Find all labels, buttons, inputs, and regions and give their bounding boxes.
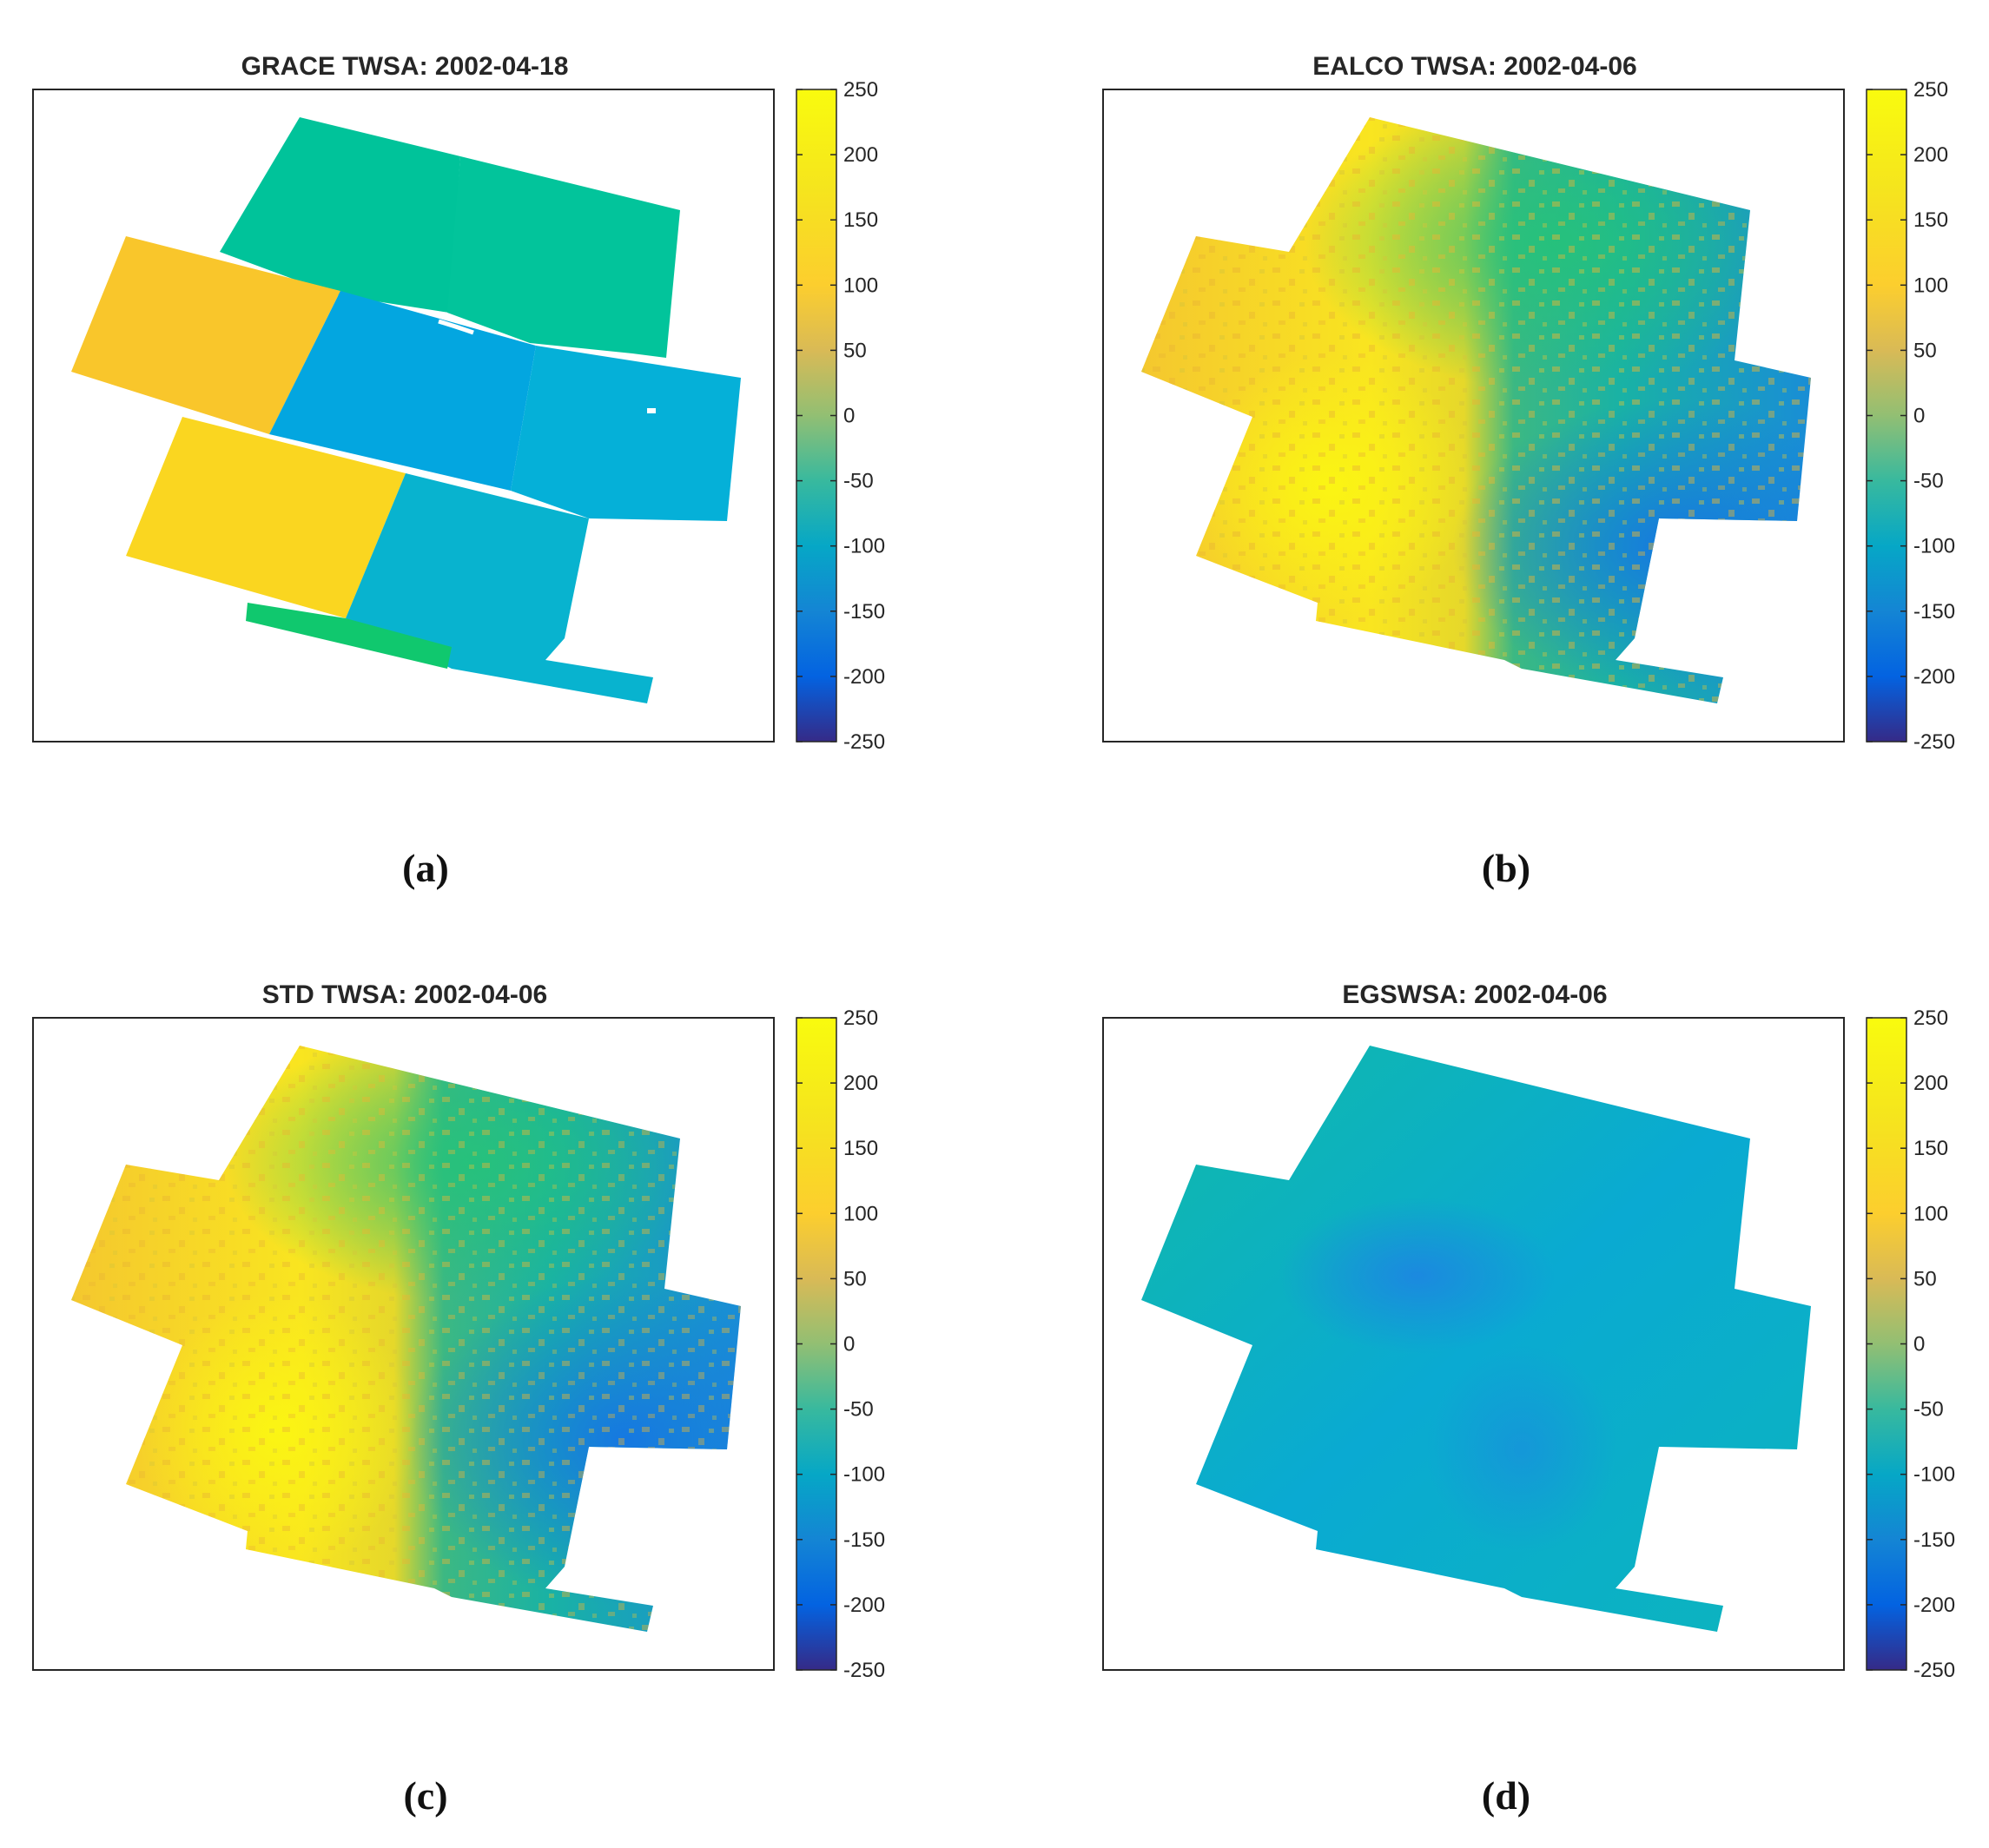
- colorbar-tick-label: 250: [843, 1006, 878, 1030]
- map-frame: [1102, 1017, 1845, 1671]
- colorbar-tick-label: -150: [1913, 1528, 1955, 1552]
- panel-a: GRACE TWSA: 2002-04-18 250 200 150 100 50 0 -5…: [32, 52, 885, 890]
- grace-cell: [511, 346, 741, 521]
- colorbar-tick-label: -100: [1913, 1463, 1955, 1487]
- colorbar-tick-label: -50: [1913, 470, 1944, 493]
- lake-gap: [438, 319, 474, 335]
- panel-caption: (c): [403, 1773, 447, 1818]
- colorbar-tick-label: 200: [1913, 1072, 1948, 1095]
- panel-title: STD TWSA: 2002-04-06: [262, 980, 547, 1009]
- map-field: [1141, 117, 1811, 703]
- map-frame: [32, 1017, 775, 1671]
- map-frame: [1102, 89, 1845, 742]
- colorbar-tick-label: 200: [843, 143, 878, 167]
- grace-cell: [126, 417, 406, 618]
- panel-c: STD TWSA: 2002-04-06 250 200 150 100 50 0 -50 -…: [32, 980, 885, 1818]
- colorbar-tick-label: -50: [1913, 1398, 1944, 1422]
- panel-title: EGSWSA: 2002-04-06: [1342, 980, 1607, 1009]
- colorbar-tick-label: -200: [1913, 665, 1955, 689]
- panel-caption: (a): [402, 846, 449, 890]
- colorbar-tick-label: 0: [1913, 405, 1925, 428]
- colorbar-tick-label: 200: [843, 1072, 878, 1095]
- panel-caption: (d): [1482, 1773, 1530, 1818]
- panel-caption: (b): [1482, 846, 1530, 890]
- colorbar-tick-label: -100: [1913, 535, 1955, 558]
- grace-cell: [269, 291, 536, 491]
- colorbar: [796, 1018, 836, 1670]
- map-field: [71, 117, 741, 703]
- colorbar-tick-label: -200: [843, 665, 885, 689]
- missing-pixel: [647, 408, 656, 413]
- colorbar-tick-label: -250: [1913, 1659, 1955, 1682]
- colorbar-tick-label: 100: [1913, 274, 1948, 297]
- colorbar-tick-label: 50: [1913, 339, 1937, 362]
- panel-title: EALCO TWSA: 2002-04-06: [1312, 52, 1636, 81]
- grace-cell: [71, 236, 340, 434]
- colorbar-tick-label: 50: [1913, 1267, 1937, 1290]
- colorbar-tick-label: -150: [1913, 600, 1955, 624]
- colorbar-tick-label: -50: [843, 470, 874, 493]
- panel-title: GRACE TWSA: 2002-04-18: [241, 52, 569, 81]
- colorbar-tick-label: 250: [1913, 1006, 1948, 1030]
- map-field: [1141, 1046, 1811, 1632]
- colorbar-tick-label: 0: [1913, 1333, 1925, 1356]
- colorbar-tick-label: 50: [843, 1267, 867, 1290]
- colorbar-tick-label: -100: [843, 535, 885, 558]
- colorbar-tick-label: -250: [1913, 730, 1955, 754]
- grace-cell: [447, 156, 680, 358]
- colorbar-tick-label: 150: [1913, 1137, 1948, 1160]
- colorbar-tick-label: 250: [843, 78, 878, 102]
- colorbar-tick-label: -200: [843, 1594, 885, 1617]
- colorbar-tick-label: 0: [843, 1333, 855, 1356]
- colorbar-tick-label: -250: [843, 1659, 885, 1682]
- grace-cell: [246, 603, 452, 669]
- colorbar-tick-label: -50: [843, 1398, 874, 1422]
- colorbar-tick-label: 150: [843, 1137, 878, 1160]
- colorbar: [1867, 89, 1906, 742]
- colorbar-tick-label: 100: [843, 274, 878, 297]
- colorbar-tick-label: 50: [843, 339, 867, 362]
- panel-b: EALCO TWSA: 2002-04-06 250 200 150 100 50 0 -5…: [1102, 52, 1955, 890]
- colorbar: [796, 89, 836, 742]
- panel-d: EGSWSA: 2002-04-06 250 200 150 100 50 0 -50 -10…: [1102, 980, 1955, 1818]
- colorbar-tick-label: -200: [1913, 1594, 1955, 1617]
- colorbar-tick-label: -150: [843, 600, 885, 624]
- colorbar-tick-label: -150: [843, 1528, 885, 1552]
- grace-cell: [220, 117, 460, 313]
- map-field: [71, 1046, 741, 1632]
- colorbar-tick-label: -250: [843, 730, 885, 754]
- colorbar-tick-label: -100: [843, 1463, 885, 1487]
- colorbar-tick-label: 250: [1913, 78, 1948, 102]
- colorbar-tick-label: 100: [843, 1202, 878, 1225]
- map-frame: [32, 89, 775, 742]
- colorbar: [1867, 1018, 1906, 1670]
- colorbar-tick-label: 100: [1913, 1202, 1948, 1225]
- colorbar-tick-label: 200: [1913, 143, 1948, 167]
- colorbar-tick-label: 0: [843, 405, 855, 428]
- colorbar-tick-label: 150: [1913, 208, 1948, 232]
- colorbar-tick-label: 150: [843, 208, 878, 232]
